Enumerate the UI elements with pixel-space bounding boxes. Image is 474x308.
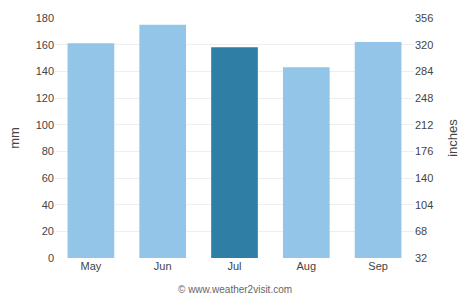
svg-text:Jun: Jun (154, 260, 172, 272)
svg-text:180: 180 (36, 12, 54, 24)
svg-text:May: May (81, 260, 102, 272)
svg-text:68: 68 (415, 225, 427, 237)
svg-text:320: 320 (415, 39, 433, 51)
svg-text:248: 248 (415, 92, 433, 104)
svg-text:20: 20 (42, 225, 54, 237)
svg-text:60: 60 (42, 172, 54, 184)
svg-text:212: 212 (415, 119, 433, 131)
svg-text:100: 100 (36, 119, 54, 131)
svg-text:356: 356 (415, 12, 433, 24)
svg-text:Sep: Sep (368, 260, 388, 272)
svg-text:120: 120 (36, 92, 54, 104)
svg-text:mm: mm (7, 127, 22, 149)
svg-text:Jul: Jul (227, 260, 241, 272)
svg-text:32: 32 (415, 252, 427, 264)
svg-text:140: 140 (36, 65, 54, 77)
svg-text:176: 176 (415, 145, 433, 157)
svg-text:80: 80 (42, 145, 54, 157)
svg-text:inches: inches (445, 119, 460, 157)
svg-text:104: 104 (415, 199, 433, 211)
svg-text:140: 140 (415, 172, 433, 184)
svg-text:40: 40 (42, 199, 54, 211)
svg-text:284: 284 (415, 65, 433, 77)
svg-text:160: 160 (36, 39, 54, 51)
svg-text:0: 0 (48, 252, 54, 264)
svg-text:© www.weather2visit.com: © www.weather2visit.com (178, 284, 292, 295)
svg-text:Aug: Aug (297, 260, 317, 272)
